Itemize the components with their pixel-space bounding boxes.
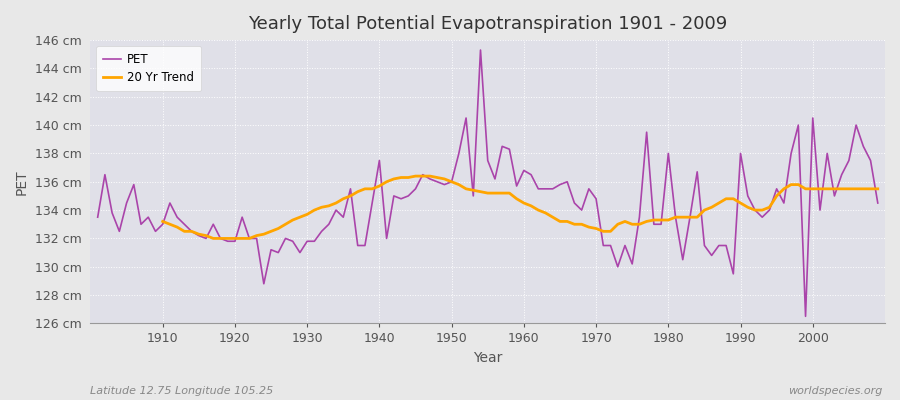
Y-axis label: PET: PET	[15, 169, 29, 194]
Text: worldspecies.org: worldspecies.org	[788, 386, 882, 396]
Text: Latitude 12.75 Longitude 105.25: Latitude 12.75 Longitude 105.25	[90, 386, 274, 396]
Title: Yearly Total Potential Evapotranspiration 1901 - 2009: Yearly Total Potential Evapotranspiratio…	[248, 15, 727, 33]
Legend: PET, 20 Yr Trend: PET, 20 Yr Trend	[96, 46, 201, 91]
X-axis label: Year: Year	[473, 351, 502, 365]
